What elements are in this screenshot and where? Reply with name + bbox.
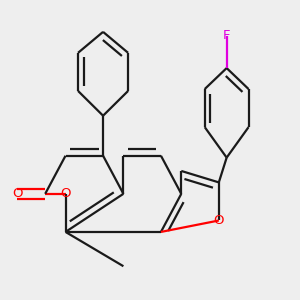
Text: O: O: [60, 187, 71, 200]
Text: O: O: [214, 214, 224, 227]
Text: O: O: [12, 187, 22, 200]
Text: F: F: [223, 29, 230, 42]
